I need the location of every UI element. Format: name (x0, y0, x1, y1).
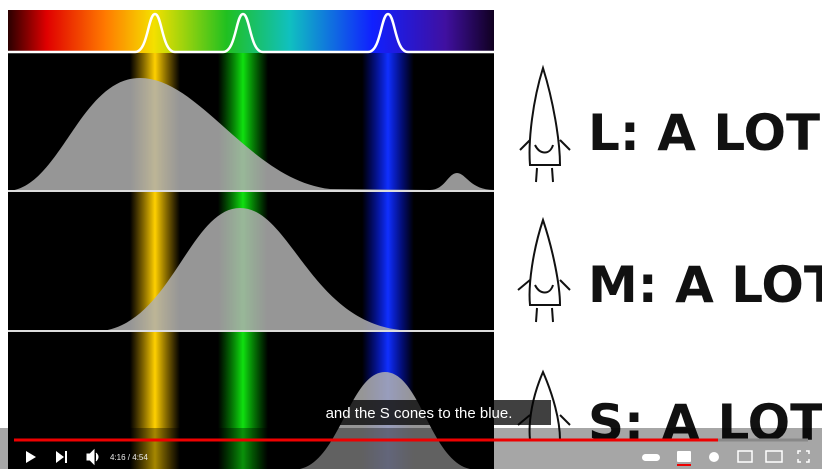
settings-button[interactable] (709, 452, 719, 462)
caption: and the S cones to the blue. (326, 405, 513, 422)
peaks (8, 12, 494, 54)
panel-label: L: A LOT! (588, 104, 822, 162)
panel-label: M: A LOT! (588, 256, 822, 314)
theater-button[interactable] (765, 450, 783, 463)
miniplayer-button[interactable] (737, 450, 753, 463)
autoplay-toggle[interactable] (642, 454, 660, 461)
fullscreen-button[interactable] (797, 450, 810, 463)
play-button[interactable] (26, 451, 36, 463)
caption-box (287, 400, 551, 425)
next-button[interactable] (56, 451, 67, 463)
panel-label: S: A LOT! (588, 394, 822, 452)
controls-shade (0, 428, 822, 469)
subtitles-button[interactable] (677, 451, 691, 462)
l-curve (8, 78, 494, 191)
m-curve (100, 208, 400, 331)
volume-button[interactable] (86, 448, 99, 466)
time-display: 4:16 / 4:54 (110, 453, 148, 462)
